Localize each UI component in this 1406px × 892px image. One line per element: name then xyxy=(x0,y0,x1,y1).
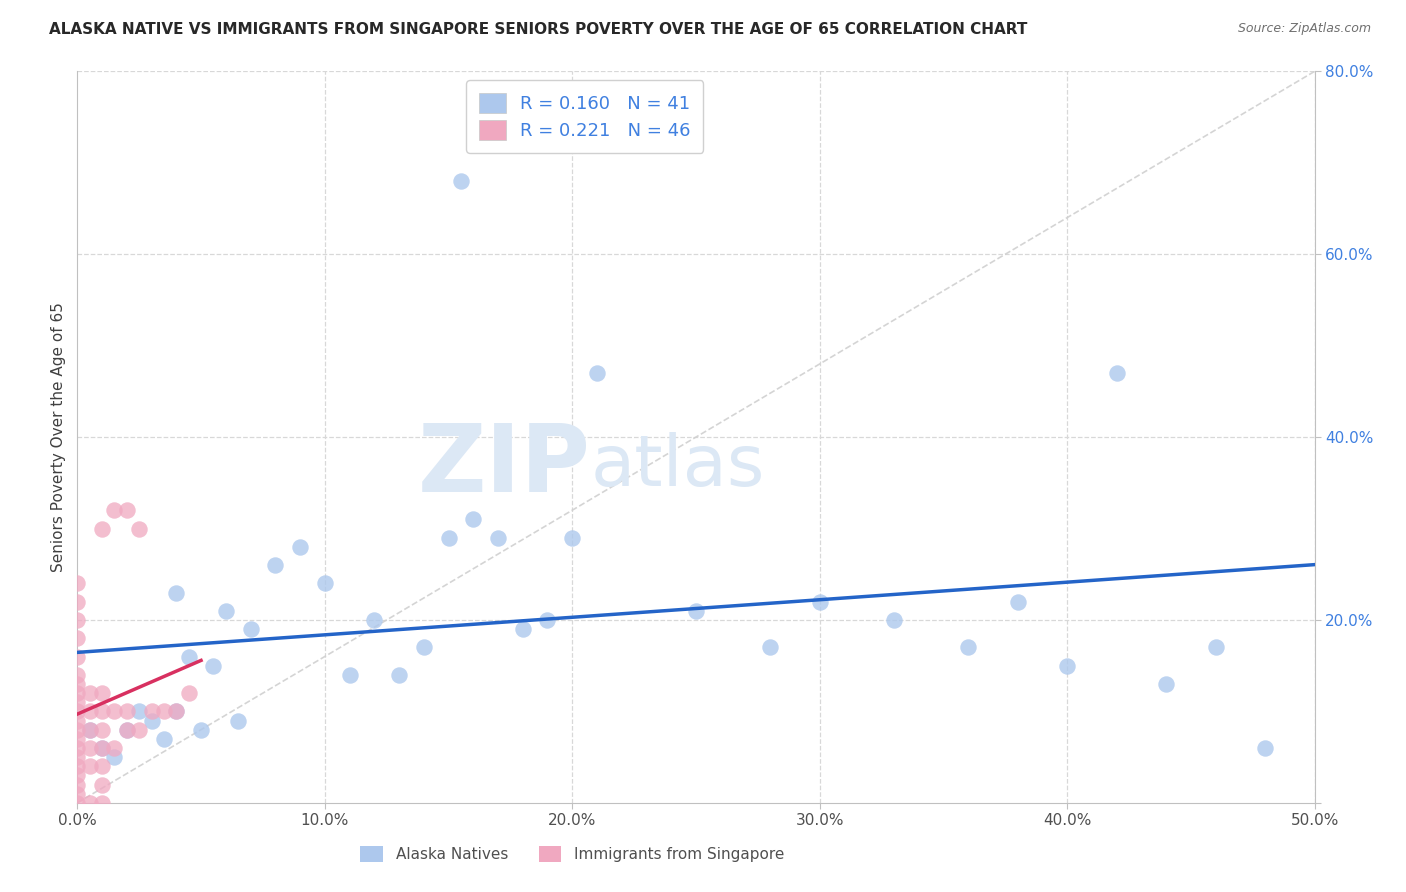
Point xyxy=(79,723,101,737)
Point xyxy=(91,759,114,773)
Point xyxy=(79,759,101,773)
Point xyxy=(215,604,238,618)
Point xyxy=(66,750,89,764)
Point xyxy=(685,604,707,618)
Point xyxy=(190,723,212,737)
Point xyxy=(165,705,187,719)
Point xyxy=(91,686,114,700)
Point xyxy=(1105,366,1128,380)
Point xyxy=(79,723,101,737)
Point xyxy=(66,759,89,773)
Point xyxy=(808,594,831,608)
Point xyxy=(450,174,472,188)
Point xyxy=(66,649,89,664)
Point xyxy=(153,731,176,746)
Point xyxy=(202,658,225,673)
Point xyxy=(66,740,89,755)
Point xyxy=(91,740,114,755)
Point xyxy=(759,640,782,655)
Point xyxy=(165,705,187,719)
Point xyxy=(165,585,187,599)
Point xyxy=(66,613,89,627)
Point xyxy=(128,521,150,535)
Point xyxy=(177,686,200,700)
Point xyxy=(412,640,434,655)
Point xyxy=(91,521,114,535)
Point xyxy=(1154,677,1177,691)
Point xyxy=(339,667,361,681)
Point xyxy=(128,705,150,719)
Point xyxy=(91,740,114,755)
Point xyxy=(1007,594,1029,608)
Point xyxy=(66,723,89,737)
Point xyxy=(463,512,485,526)
Point xyxy=(288,540,311,554)
Point xyxy=(91,705,114,719)
Point xyxy=(957,640,980,655)
Point xyxy=(536,613,558,627)
Point xyxy=(177,649,200,664)
Point xyxy=(586,366,609,380)
Point xyxy=(66,632,89,646)
Text: ALASKA NATIVE VS IMMIGRANTS FROM SINGAPORE SENIORS POVERTY OVER THE AGE OF 65 CO: ALASKA NATIVE VS IMMIGRANTS FROM SINGAPO… xyxy=(49,22,1028,37)
Point xyxy=(103,740,125,755)
Point xyxy=(561,531,583,545)
Point xyxy=(66,705,89,719)
Point xyxy=(115,705,138,719)
Point xyxy=(388,667,411,681)
Point xyxy=(103,705,125,719)
Point xyxy=(66,787,89,801)
Point xyxy=(66,677,89,691)
Point xyxy=(1056,658,1078,673)
Point xyxy=(66,731,89,746)
Point xyxy=(226,714,249,728)
Point xyxy=(153,705,176,719)
Point xyxy=(66,686,89,700)
Point xyxy=(79,740,101,755)
Y-axis label: Seniors Poverty Over the Age of 65: Seniors Poverty Over the Age of 65 xyxy=(51,302,66,572)
Point xyxy=(79,686,101,700)
Point xyxy=(91,723,114,737)
Point xyxy=(264,558,287,573)
Point xyxy=(66,796,89,810)
Point xyxy=(66,695,89,709)
Point xyxy=(66,714,89,728)
Legend: Alaska Natives, Immigrants from Singapore: Alaska Natives, Immigrants from Singapor… xyxy=(354,839,790,868)
Point xyxy=(883,613,905,627)
Point xyxy=(486,531,509,545)
Point xyxy=(512,622,534,636)
Text: atlas: atlas xyxy=(591,432,765,500)
Point xyxy=(141,705,163,719)
Point xyxy=(437,531,460,545)
Point xyxy=(314,576,336,591)
Text: ZIP: ZIP xyxy=(418,420,591,512)
Text: Source: ZipAtlas.com: Source: ZipAtlas.com xyxy=(1237,22,1371,36)
Point xyxy=(128,723,150,737)
Point xyxy=(103,503,125,517)
Point xyxy=(115,503,138,517)
Point xyxy=(141,714,163,728)
Point xyxy=(363,613,385,627)
Point xyxy=(115,723,138,737)
Point xyxy=(66,768,89,782)
Point xyxy=(91,796,114,810)
Point xyxy=(103,750,125,764)
Point xyxy=(66,777,89,792)
Point xyxy=(66,667,89,681)
Point xyxy=(1205,640,1227,655)
Point xyxy=(239,622,262,636)
Point xyxy=(79,796,101,810)
Point xyxy=(115,723,138,737)
Point xyxy=(66,594,89,608)
Point xyxy=(79,705,101,719)
Point xyxy=(1254,740,1277,755)
Point xyxy=(91,777,114,792)
Point xyxy=(66,576,89,591)
